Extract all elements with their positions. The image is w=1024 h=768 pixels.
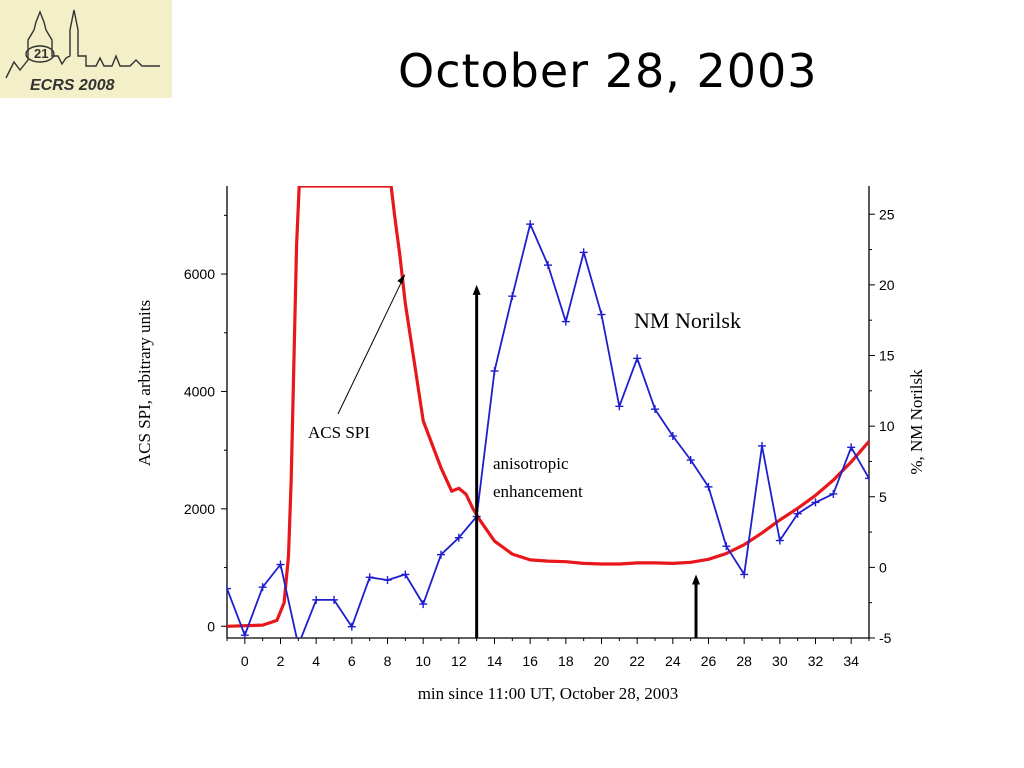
y-right-tick-label: 20	[879, 277, 895, 293]
logo-number: 21	[34, 46, 48, 61]
x-tick-label: 6	[348, 653, 356, 669]
x-tick-label: 26	[701, 653, 717, 669]
acs-spi-pointer-head	[397, 274, 406, 285]
x-tick-label: 30	[772, 653, 788, 669]
arrow_2-head	[692, 574, 701, 585]
x-tick-label: 8	[384, 653, 392, 669]
chart-annotations: ACS SPI NM Norilsk anisotropic enhancement	[308, 274, 741, 501]
x-tick-label: 10	[415, 653, 431, 669]
chart-series	[227, 186, 869, 638]
city-skyline-icon: 21 ECRS 2008	[0, 0, 172, 98]
anisotropic-annotation-line2: enhancement	[493, 482, 583, 501]
acs-spi-annotation: ACS SPI	[308, 423, 370, 442]
y-right-tick-label: 5	[879, 489, 887, 505]
x-tick-label: 20	[594, 653, 610, 669]
x-tick-label: 18	[558, 653, 574, 669]
x-tick-label: 34	[843, 653, 859, 669]
x-tick-label: 14	[487, 653, 503, 669]
y-right-tick-label: 0	[879, 559, 887, 575]
y-left-tick-label: 0	[207, 618, 215, 634]
y-right-tick-label: -5	[879, 630, 892, 646]
x-tick-label: 2	[277, 653, 285, 669]
logo-text: ECRS 2008	[30, 77, 115, 94]
anisotropic-annotation-line1: anisotropic	[493, 454, 569, 473]
y-left-tick-label: 2000	[184, 501, 215, 517]
acs-spi-pointer-line	[337, 277, 404, 415]
y-right-tick-label: 10	[879, 418, 895, 434]
page-title: October 28, 2003	[398, 44, 818, 98]
y-left-tick-label: 4000	[184, 383, 215, 399]
y-axis-right-label: %, NM Norilsk	[907, 369, 926, 475]
acs-spi-line	[227, 186, 869, 628]
x-axis-label: min since 11:00 UT, October 28, 2003	[418, 684, 679, 703]
x-tick-label: 4	[312, 653, 320, 669]
x-tick-label: 16	[522, 653, 538, 669]
y-axis-left-label: ACS SPI, arbitrary units	[135, 300, 154, 466]
x-tick-label: 32	[808, 653, 824, 669]
chart-ticks: 0 2 4 6 8 10 12 14 16 18 20 22 24 26 28 30 32 34020004000…	[184, 206, 895, 669]
nm-norilsk-annotation: NM Norilsk	[634, 308, 741, 333]
x-tick-label: 28	[736, 653, 752, 669]
y-right-tick-label: 25	[879, 206, 895, 222]
ecrs-logo: 21 ECRS 2008	[0, 0, 172, 98]
x-tick-label: 12	[451, 653, 467, 669]
x-tick-label: 22	[629, 653, 645, 669]
chart-arrows	[472, 284, 701, 638]
y-right-tick-label: 15	[879, 348, 895, 364]
chart-axes	[226, 186, 870, 639]
x-tick-label: 24	[665, 653, 681, 669]
y-left-tick-label: 6000	[184, 266, 215, 282]
arrow_1-head	[472, 284, 481, 295]
x-tick-label: 0	[241, 653, 249, 669]
